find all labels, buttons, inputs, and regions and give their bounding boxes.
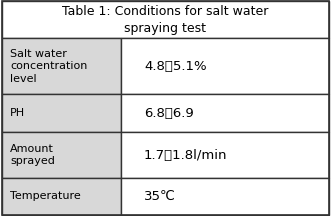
Bar (2, 94, 121, 132)
Bar (2, 132, 121, 178)
Text: Table 1: Conditions for salt water
spraying test: Table 1: Conditions for salt water spray… (62, 5, 269, 35)
Bar (121, 132, 329, 178)
Text: 35℃: 35℃ (144, 190, 176, 203)
Text: Temperature: Temperature (10, 191, 81, 201)
Text: 4.8～5.1%: 4.8～5.1% (144, 60, 207, 73)
Bar (121, 94, 329, 132)
Bar (2, 38, 121, 94)
Text: Salt water
concentration
level: Salt water concentration level (10, 49, 87, 84)
Bar (121, 38, 329, 94)
Text: 6.8～6.9: 6.8～6.9 (144, 107, 194, 120)
Text: Amount
sprayed: Amount sprayed (10, 144, 55, 166)
Bar (2, 178, 121, 215)
Text: PH: PH (10, 108, 25, 118)
Text: 1.7～1.8l/min: 1.7～1.8l/min (144, 149, 227, 162)
Bar (121, 178, 329, 215)
Bar (2, 1, 329, 38)
